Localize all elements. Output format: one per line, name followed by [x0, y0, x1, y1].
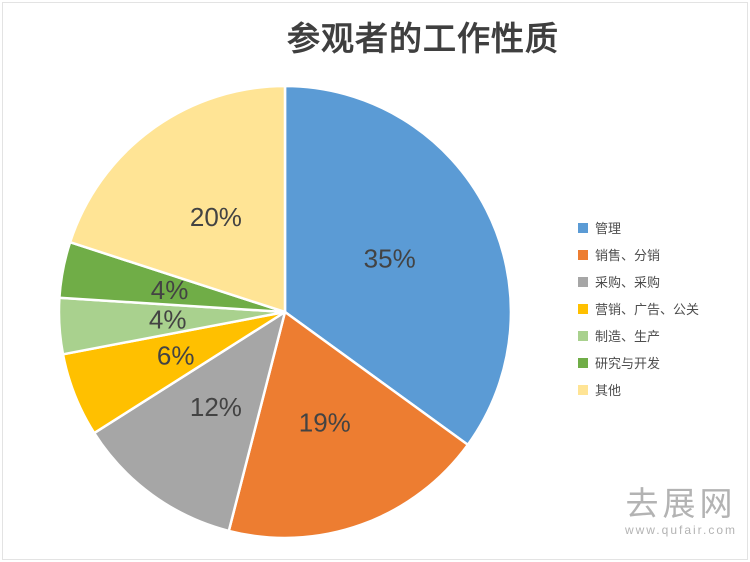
- chart-title: 参观者的工作性质: [287, 20, 559, 57]
- legend-label-7: 其他: [595, 383, 622, 398]
- legend-item-5: 制造、生产: [578, 322, 699, 349]
- legend-swatch-3: [578, 276, 588, 287]
- legend-item-1: 管理: [578, 214, 699, 241]
- legend-label-3: 采购、采购: [595, 275, 661, 290]
- watermark-url: www.qufair.com: [624, 523, 737, 538]
- legend-item-3: 采购、采购: [578, 268, 699, 295]
- pie-slice-label-5: 4%: [149, 304, 187, 334]
- watermark: 去展网 www.qufair.com: [624, 485, 737, 538]
- chart-legend: 管理销售、分销采购、采购营销、广告、公关 制造、生产研究与开发其他: [578, 214, 699, 403]
- pie-slice-label-4: 6%: [157, 340, 195, 370]
- legend-swatch-4: [578, 303, 588, 314]
- legend-item-4: 营销、广告、公关: [578, 295, 699, 322]
- pie-slice-label-7: 20%: [190, 202, 242, 232]
- pie-slice-2: [227, 310, 470, 540]
- legend-item-7: 其他: [578, 376, 699, 403]
- legend-label-5: 制造、生产: [595, 329, 661, 344]
- legend-swatch-1: [578, 222, 588, 233]
- pie-slice-7: [68, 84, 287, 314]
- legend-label-2: 销售、分销: [595, 248, 661, 263]
- pie-slice-3: [92, 310, 287, 533]
- watermark-logo-text: 去展网: [625, 485, 737, 522]
- pie-slice-1: [283, 84, 513, 447]
- pie-slice-label-1: 35%: [364, 244, 416, 274]
- legend-label-4: 营销、广告、公关: [595, 302, 700, 317]
- pie-slice-label-6: 4%: [151, 275, 189, 305]
- pie-slice-label-3: 12%: [190, 392, 242, 422]
- legend-label-6: 研究与开发: [595, 356, 661, 371]
- legend-swatch-5: [578, 330, 588, 341]
- legend-item-6: 研究与开发: [578, 349, 699, 376]
- pie-slice-label-2: 19%: [299, 408, 351, 438]
- legend-label-1: 管理: [595, 221, 622, 236]
- legend-swatch-6: [578, 357, 588, 368]
- legend-item-2: 销售、分销: [578, 241, 699, 268]
- legend-swatch-7: [578, 384, 588, 395]
- legend-swatch-2: [578, 249, 588, 260]
